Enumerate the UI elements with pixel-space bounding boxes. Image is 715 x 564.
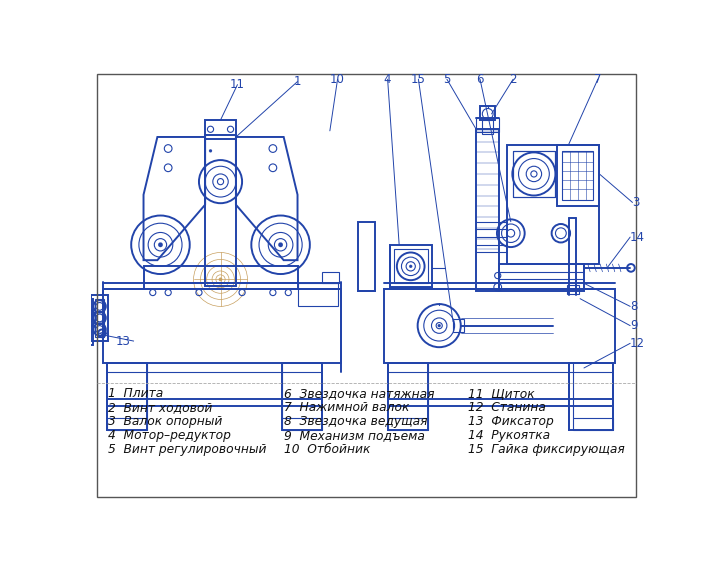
Text: 9  Механизм подъема: 9 Механизм подъема: [284, 429, 425, 442]
Bar: [144, 266, 297, 283]
Bar: [563, 151, 593, 200]
Text: 10  Отбойник: 10 Отбойник: [284, 443, 370, 456]
Text: 15  Гайка фиксирующая: 15 Гайка фиксирующая: [468, 443, 625, 456]
Bar: [480, 106, 495, 120]
Bar: [388, 363, 428, 430]
Text: 11: 11: [230, 78, 245, 91]
Bar: [483, 120, 493, 134]
Bar: [282, 418, 322, 430]
Text: 5  Винт регулировочный: 5 Винт регулировочный: [108, 443, 267, 456]
Circle shape: [278, 243, 283, 247]
Text: 9: 9: [630, 319, 638, 332]
Circle shape: [409, 265, 413, 268]
Text: 3  Валок опорный: 3 Валок опорный: [108, 415, 222, 428]
Bar: [297, 283, 337, 306]
Bar: [557, 145, 599, 206]
Bar: [95, 299, 104, 337]
Circle shape: [438, 324, 440, 327]
Text: 12  Станина: 12 Станина: [468, 401, 546, 414]
Bar: [384, 289, 615, 363]
Bar: [568, 363, 613, 430]
Text: 15: 15: [411, 73, 426, 86]
Text: 6: 6: [476, 73, 484, 86]
Bar: [573, 418, 613, 430]
Text: 1: 1: [294, 75, 301, 88]
Bar: [79, 299, 94, 345]
Text: 7: 7: [594, 73, 601, 86]
Bar: [453, 319, 464, 332]
Circle shape: [219, 278, 222, 281]
Text: 14  Рукоятка: 14 Рукоятка: [468, 429, 551, 442]
Text: 4: 4: [384, 73, 391, 86]
Text: 1  Плита: 1 Плита: [108, 387, 163, 400]
Bar: [394, 249, 428, 283]
Text: 2: 2: [509, 73, 517, 86]
Text: 4  Мотор–редуктор: 4 Мотор–редуктор: [108, 429, 231, 442]
Text: 13  Фиксатор: 13 Фиксатор: [468, 415, 554, 428]
Bar: [390, 245, 433, 287]
Bar: [205, 120, 236, 139]
Text: 14: 14: [630, 231, 645, 244]
Bar: [513, 151, 556, 197]
Text: 11  Щиток: 11 Щиток: [468, 387, 535, 400]
Bar: [107, 418, 147, 430]
Bar: [388, 418, 428, 430]
Bar: [476, 118, 499, 131]
Bar: [358, 222, 375, 291]
Bar: [567, 285, 578, 294]
Text: 2  Винт ходовой: 2 Винт ходовой: [108, 401, 212, 414]
Bar: [205, 135, 236, 285]
Bar: [107, 363, 147, 430]
Text: 8  Звездочка ведущая: 8 Звездочка ведущая: [284, 415, 427, 428]
Bar: [322, 272, 339, 283]
Text: 13: 13: [116, 334, 131, 347]
Bar: [507, 145, 599, 264]
Text: 3: 3: [633, 196, 640, 209]
Circle shape: [158, 243, 163, 247]
Bar: [282, 363, 322, 430]
Circle shape: [209, 149, 212, 152]
Text: 12: 12: [630, 337, 645, 350]
Text: 6  Звездочка натяжная: 6 Звездочка натяжная: [284, 387, 434, 400]
Bar: [513, 151, 556, 197]
Text: 5: 5: [443, 73, 450, 86]
Bar: [92, 295, 108, 341]
Bar: [103, 289, 341, 363]
Bar: [476, 129, 499, 291]
Bar: [499, 264, 584, 291]
Text: 8: 8: [630, 300, 638, 313]
Text: 10: 10: [330, 73, 345, 86]
Text: 7  Нажимной валок: 7 Нажимной валок: [284, 401, 409, 414]
